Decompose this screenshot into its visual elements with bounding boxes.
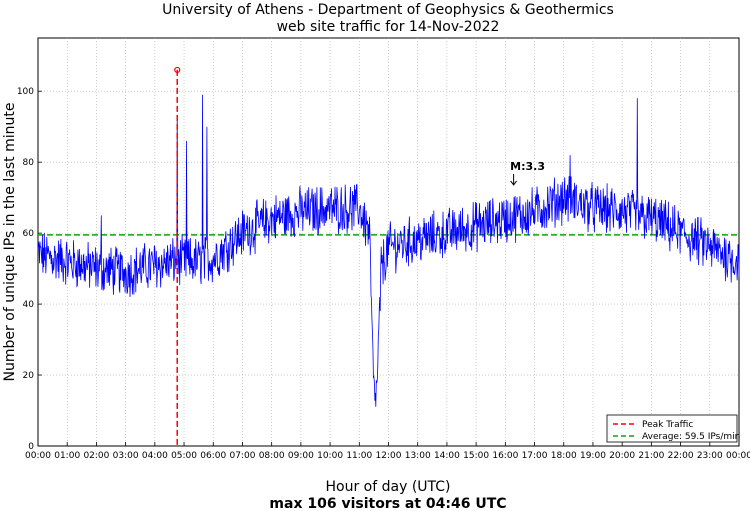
x-tick-label: 20:00 [609,451,635,461]
legend-box [606,414,738,443]
x-ticks: 00:00 01:00 02:00 03:00 04:00 05:00 06:00 07:00… [25,442,750,461]
y-tick-label: 100 [17,87,34,97]
y-tick-label: 40 [23,300,35,310]
x-tick-label: 22:00 [668,451,694,461]
chart-title: University of Athens - Department of Geo… [162,2,614,18]
x-tick-label: 00:00 [726,451,750,461]
chart-footer: max 106 visitors at 04:46 UTC [269,496,506,511]
x-axis-title: Hour of day (UTC) [326,479,451,495]
grid [38,38,739,446]
x-tick-label: 04:00 [142,451,168,461]
y-ticks: 0 20 40 60 80 100 [17,87,42,452]
x-tick-label: 10:00 [317,451,343,461]
legend: Peak Traffic Average: 59.5 IPs/min [606,414,740,443]
x-tick-label: 14:00 [434,451,460,461]
x-tick-label: 05:00 [171,451,197,461]
y-tick-label: 60 [23,229,35,239]
x-tick-label: 23:00 [697,451,723,461]
y-axis-title: Number of unique IPs in the last minute [2,103,18,382]
x-tick-label: 01:00 [54,451,80,461]
x-tick-label: 09:00 [288,451,314,461]
x-tick-label: 08:00 [259,451,285,461]
traffic-series-line [37,94,740,407]
peak-group [174,66,181,446]
y-tick-label: 20 [23,371,35,381]
x-tick-label: 00:00 [25,451,51,461]
plot-area: 00:00 01:00 02:00 03:00 04:00 05:00 06:00 07:00… [17,37,750,461]
x-tick-label: 18:00 [551,451,577,461]
annotation-arrow-head [510,180,518,186]
x-tick-label: 12:00 [376,451,402,461]
x-tick-label: 02:00 [83,451,109,461]
chart-subtitle: web site traffic for 14-Nov-2022 [277,19,500,35]
x-tick-label: 19:00 [580,451,606,461]
annotation-group: M:3.3 [510,160,545,186]
x-tick-label: 16:00 [492,451,518,461]
x-tick-label: 11:00 [346,451,372,461]
x-tick-label: 06:00 [200,451,226,461]
x-tick-label: 17:00 [522,451,548,461]
x-tick-label: 13:00 [405,451,431,461]
x-tick-label: 03:00 [113,451,139,461]
legend-average-label: Average: 59.5 IPs/min [642,432,740,442]
x-tick-label: 15:00 [463,451,489,461]
peak-marker [174,66,181,74]
annotation-label: M:3.3 [510,160,545,173]
y-tick-label: 0 [28,442,34,452]
x-tick-label: 07:00 [229,451,255,461]
x-tick-label: 21:00 [638,451,664,461]
legend-peak-label: Peak Traffic [642,420,693,430]
y-tick-label: 80 [23,158,35,168]
